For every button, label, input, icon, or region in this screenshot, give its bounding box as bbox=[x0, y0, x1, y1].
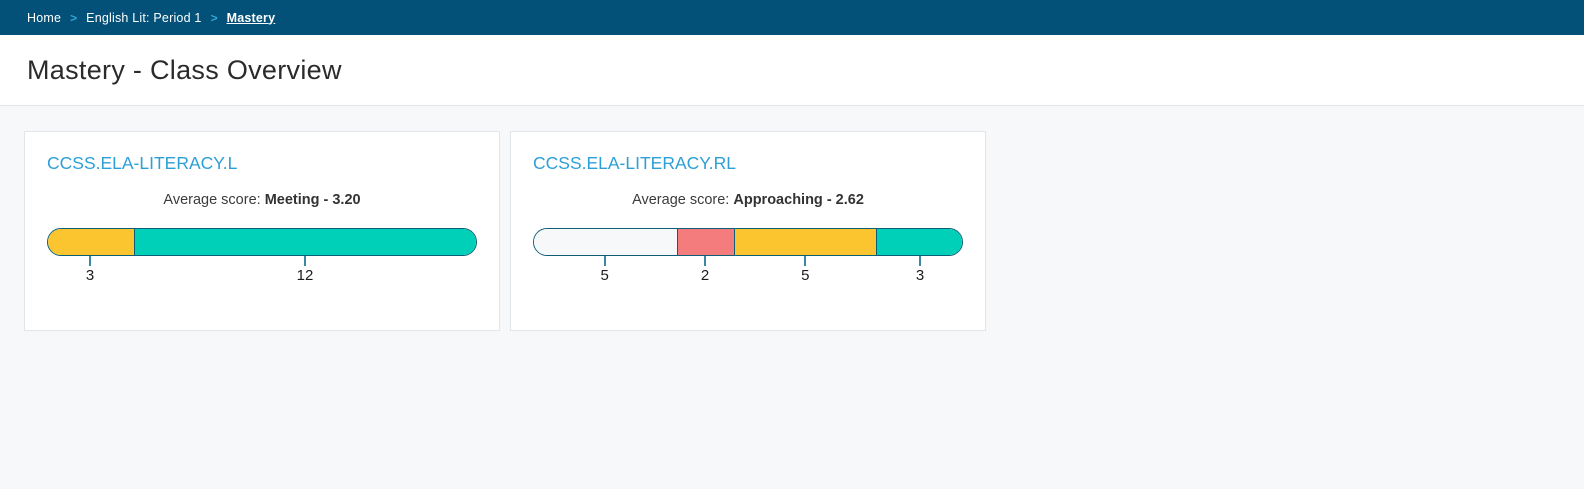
breadcrumb-separator-icon: > bbox=[210, 10, 218, 25]
tick-mark bbox=[703, 256, 706, 266]
mastery-distribution-bar bbox=[47, 228, 477, 256]
mastery-distribution-bar bbox=[533, 228, 963, 256]
bar-segment[interactable] bbox=[534, 229, 677, 255]
breadcrumb-item-home[interactable]: Home bbox=[27, 10, 62, 25]
standard-link[interactable]: CCSS.ELA-LITERACY.L bbox=[47, 153, 238, 173]
tick-mark bbox=[918, 256, 921, 266]
segment-count-label: 3 bbox=[85, 267, 95, 284]
page-header: Mastery - Class Overview bbox=[0, 35, 1584, 106]
standard-card-literacy-rl: CCSS.ELA-LITERACY.RL Average score: Appr… bbox=[510, 131, 986, 331]
standard-card-literacy-l: CCSS.ELA-LITERACY.L Average score: Meeti… bbox=[24, 131, 500, 331]
main-content: CCSS.ELA-LITERACY.L Average score: Meeti… bbox=[0, 106, 1584, 356]
segment-count-label: 3 bbox=[915, 267, 925, 284]
segment-count-label: 12 bbox=[296, 267, 314, 284]
tick-cell: 5 bbox=[533, 256, 676, 284]
average-score-value: Approaching - 2.62 bbox=[733, 192, 864, 208]
breadcrumb-item-class[interactable]: English Lit: Period 1 bbox=[86, 10, 202, 25]
average-score-value: Meeting - 3.20 bbox=[264, 192, 361, 208]
tick-mark bbox=[89, 256, 91, 266]
bar-segment[interactable] bbox=[48, 229, 134, 255]
average-score-label: Average score: bbox=[163, 192, 261, 208]
segment-count-label: 5 bbox=[801, 267, 810, 284]
bar-segment[interactable] bbox=[733, 229, 877, 255]
tick-cell: 5 bbox=[734, 256, 877, 284]
breadcrumb-item-mastery[interactable]: Mastery bbox=[226, 10, 276, 25]
tick-cell: 2 bbox=[676, 256, 733, 284]
bar-tick-labels: 3 12 bbox=[47, 256, 477, 284]
tick-mark bbox=[603, 256, 606, 266]
page-title: Mastery - Class Overview bbox=[27, 54, 342, 85]
tick-mark bbox=[804, 256, 807, 266]
average-score-line: Average score: Meeting - 3.20 bbox=[47, 192, 477, 208]
tick-cell: 3 bbox=[47, 256, 133, 284]
breadcrumb-separator-icon: > bbox=[70, 10, 78, 25]
tick-cell: 12 bbox=[133, 256, 477, 284]
bar-segment[interactable] bbox=[133, 229, 476, 255]
bar-tick-labels: 5 2 5 3 bbox=[533, 256, 963, 284]
breadcrumb: Home > English Lit: Period 1 > Mastery bbox=[0, 0, 1584, 35]
average-score-label: Average score: bbox=[632, 192, 730, 208]
tick-mark bbox=[304, 256, 306, 266]
standard-link[interactable]: CCSS.ELA-LITERACY.RL bbox=[533, 153, 736, 173]
bar-segment[interactable] bbox=[876, 229, 962, 255]
tick-cell: 3 bbox=[877, 256, 963, 284]
average-score-line: Average score: Approaching - 2.62 bbox=[533, 192, 963, 208]
segment-count-label: 5 bbox=[600, 267, 609, 284]
segment-count-label: 2 bbox=[700, 267, 710, 284]
bar-segment[interactable] bbox=[676, 229, 734, 255]
